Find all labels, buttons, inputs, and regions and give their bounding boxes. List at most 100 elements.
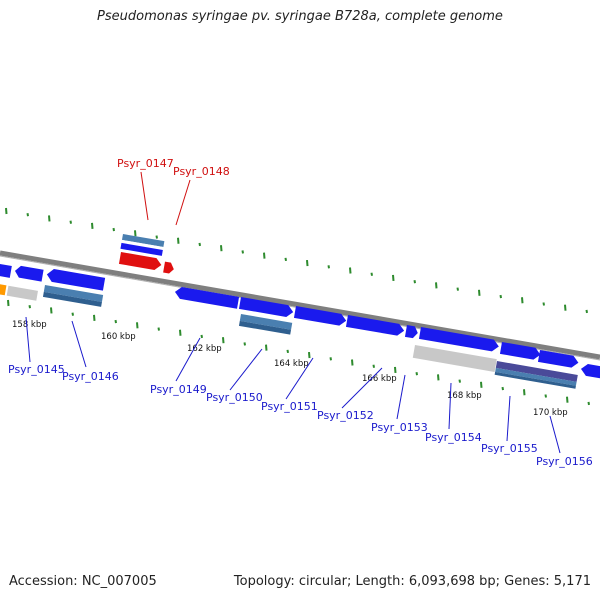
- minor-tick: [155, 235, 158, 239]
- feature-psyr-0154-pseudo[interactable]: [412, 345, 497, 372]
- minor-tick: [501, 386, 504, 391]
- major-tick: [566, 396, 569, 403]
- genome-summary-text: Topology: circular; Length: 6,093,698 bp…: [233, 574, 591, 589]
- major-tick: [93, 314, 96, 321]
- scale-label: 168 kbp: [447, 391, 482, 401]
- gene-label-psyr-0152[interactable]: Psyr_0152: [317, 409, 374, 422]
- major-tick: [179, 329, 182, 336]
- major-tick: [48, 215, 51, 222]
- feature-psyr-0155-domain[interactable]: [494, 361, 578, 389]
- feature-psyr-0147[interactable]: [120, 234, 165, 256]
- minor-tick: [71, 312, 74, 316]
- genome-backbone: [0, 250, 600, 360]
- major-tick: [521, 297, 524, 304]
- gene-label-psyr-0154[interactable]: Psyr_0154: [425, 431, 482, 444]
- major-tick: [564, 304, 567, 311]
- feature-psyr-0146[interactable]: [46, 268, 106, 291]
- minor-tick: [370, 272, 373, 276]
- major-tick: [7, 299, 10, 307]
- feature-psyr-0152[interactable]: [345, 315, 405, 337]
- gene-label-psyr-0145[interactable]: Psyr_0145: [8, 363, 65, 376]
- minor-tick: [157, 327, 160, 331]
- minor-tick: [200, 334, 203, 339]
- feature-track: [0, 234, 600, 389]
- major-tick: [480, 381, 483, 388]
- major-tick: [478, 289, 481, 296]
- gene-label-psyr-0150[interactable]: Psyr_0150: [206, 391, 263, 404]
- feature-psyr-0145[interactable]: [0, 264, 41, 301]
- feature-psyr-0148[interactable]: [118, 252, 175, 274]
- minor-tick: [542, 302, 545, 306]
- minor-tick: [329, 357, 332, 361]
- gene-label-psyr-0149[interactable]: Psyr_0149: [150, 383, 207, 396]
- gene-label-psyr-0153[interactable]: Psyr_0153: [371, 421, 428, 434]
- feature-psyr-0145b[interactable]: [14, 265, 44, 282]
- major-tick: [349, 267, 352, 274]
- map-title: Pseudomonas syringae pv. syringae B728a,…: [97, 9, 503, 24]
- minor-tick: [69, 220, 72, 224]
- major-tick: [435, 282, 438, 289]
- feature-psyr-0155[interactable]: [499, 342, 541, 361]
- feature-psyr-0154[interactable]: [418, 327, 500, 352]
- major-tick: [306, 259, 309, 267]
- feature-psyr-0146-domain[interactable]: [42, 285, 104, 307]
- scale-label: 170 kbp: [533, 408, 568, 418]
- major-tick: [308, 351, 311, 359]
- minor-tick: [458, 379, 461, 383]
- major-tick: [220, 245, 223, 252]
- major-tick: [5, 207, 8, 215]
- inner-tick-track: [7, 299, 590, 406]
- feature-psyr-0150b[interactable]: [238, 297, 294, 318]
- major-tick: [392, 274, 395, 282]
- minor-tick: [241, 250, 244, 254]
- feature-psyr-0153[interactable]: [404, 325, 419, 339]
- minor-tick: [587, 401, 590, 406]
- major-tick: [177, 237, 180, 244]
- scale-label: 160 kbp: [101, 332, 136, 342]
- gene-label-psyr-0147[interactable]: Psyr_0147: [117, 157, 174, 170]
- scale-label: 162 kbp: [187, 344, 222, 354]
- major-tick: [523, 389, 526, 396]
- feature-psyr-0156b[interactable]: [580, 363, 600, 380]
- minor-tick: [243, 342, 246, 346]
- major-tick: [136, 322, 139, 329]
- major-tick: [263, 252, 266, 259]
- feature-psyr-0149[interactable]: [174, 286, 240, 309]
- minor-tick: [327, 265, 330, 269]
- feature-psyr-0150[interactable]: [238, 314, 293, 335]
- minor-tick: [198, 242, 201, 247]
- major-tick: [351, 359, 354, 366]
- scale-label: 158 kbp: [12, 320, 47, 330]
- major-tick: [91, 222, 94, 229]
- gene-label-psyr-0155[interactable]: Psyr_0155: [481, 442, 538, 455]
- major-tick: [394, 366, 397, 374]
- minor-tick: [28, 305, 31, 309]
- minor-tick: [456, 287, 459, 291]
- minor-tick: [413, 280, 416, 284]
- minor-tick: [372, 364, 375, 368]
- major-tick: [50, 307, 53, 314]
- minor-tick: [585, 309, 588, 314]
- gene-label-psyr-0148[interactable]: Psyr_0148: [173, 165, 230, 178]
- minor-tick: [26, 213, 29, 217]
- minor-tick: [415, 372, 418, 376]
- major-tick: [265, 344, 268, 351]
- feature-psyr-0156[interactable]: [537, 350, 579, 369]
- minor-tick: [114, 319, 117, 324]
- major-tick: [437, 374, 440, 381]
- accession-text: Accession: NC_007005: [9, 574, 157, 589]
- gene-label-psyr-0156[interactable]: Psyr_0156: [536, 455, 593, 468]
- minor-tick: [286, 349, 289, 354]
- scale-label: 164 kbp: [274, 359, 309, 369]
- major-tick: [134, 230, 137, 237]
- major-tick: [222, 337, 225, 344]
- feature-psyr-0151[interactable]: [293, 306, 347, 327]
- gene-label-psyr-0146[interactable]: Psyr_0146: [62, 370, 119, 383]
- scale-labels: 158 kbp 160 kbp 162 kbp 164 kbp 166 kbp …: [12, 320, 568, 418]
- minor-tick: [499, 294, 502, 299]
- gene-label-psyr-0151[interactable]: Psyr_0151: [261, 400, 318, 413]
- scale-label: 166 kbp: [362, 374, 397, 384]
- outer-tick-track: [5, 207, 588, 314]
- minor-tick: [112, 227, 115, 232]
